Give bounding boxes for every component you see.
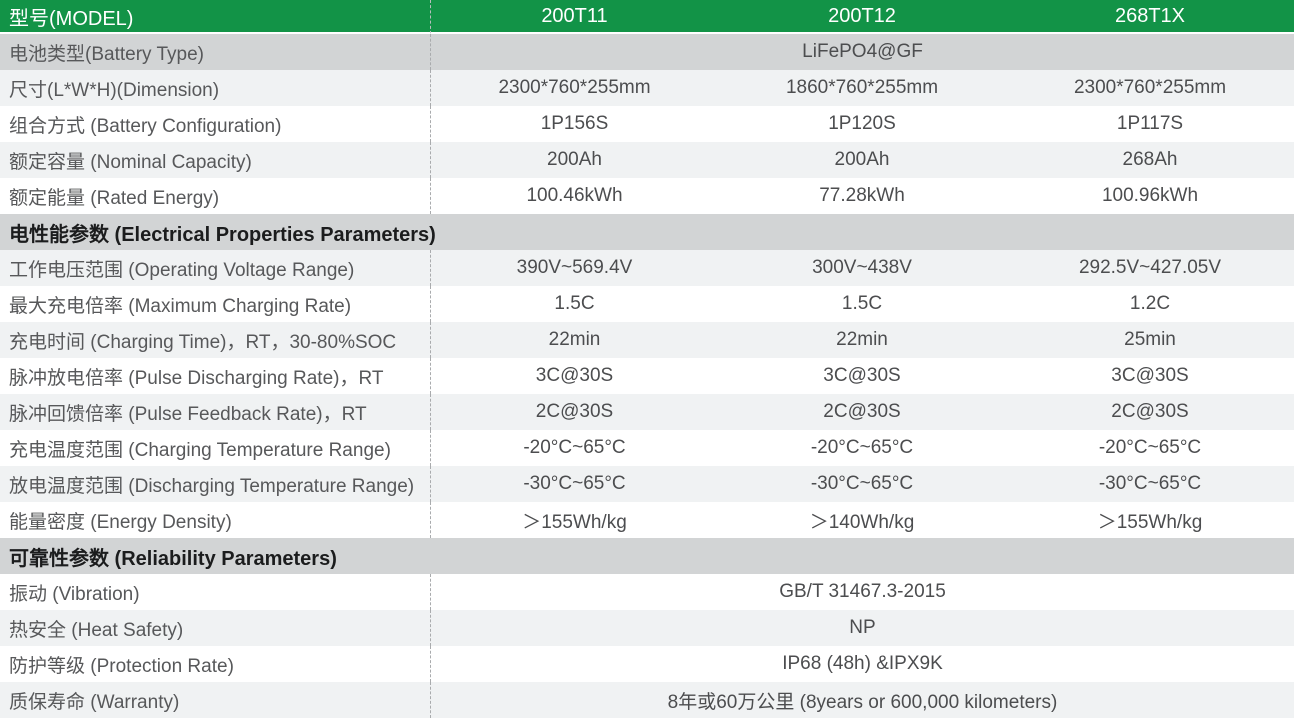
spec-value: 1P117S	[1006, 106, 1294, 142]
spec-value: 22min	[430, 322, 718, 358]
model-name: 200T12	[718, 0, 1006, 34]
spec-row: 额定容量 (Nominal Capacity) 200Ah 200Ah 268Ah	[0, 142, 1294, 178]
section-title: 可靠性参数 (Reliability Parameters)	[0, 538, 1294, 574]
spec-value: -20°C~65°C	[718, 430, 1006, 466]
spec-value: 25min	[1006, 322, 1294, 358]
spec-label: 最大充电倍率 (Maximum Charging Rate)	[0, 286, 430, 322]
spec-row: 振动 (Vibration) GB/T 31467.3-2015	[0, 574, 1294, 610]
spec-row: 热安全 (Heat Safety) NP	[0, 610, 1294, 646]
spec-row: 充电时间 (Charging Time)，RT，30-80%SOC 22min 22…	[0, 322, 1294, 358]
spec-value: ＞155Wh/kg	[1006, 502, 1294, 538]
spec-value: -20°C~65°C	[430, 430, 718, 466]
spec-value: 1860*760*255mm	[718, 70, 1006, 106]
spec-value: 1.5C	[718, 286, 1006, 322]
spec-value: 2300*760*255mm	[1006, 70, 1294, 106]
spec-label: 脉冲回馈倍率 (Pulse Feedback Rate)，RT	[0, 394, 430, 430]
spec-label: 热安全 (Heat Safety)	[0, 610, 430, 646]
spec-value-span: NP	[430, 610, 1294, 646]
spec-row: 放电温度范围 (Discharging Temperature Range) -3…	[0, 466, 1294, 502]
spec-label: 防护等级 (Protection Rate)	[0, 646, 430, 682]
spec-value: 268Ah	[1006, 142, 1294, 178]
spec-row: 脉冲放电倍率 (Pulse Discharging Rate)，RT 3C@30S…	[0, 358, 1294, 394]
spec-value: 3C@30S	[1006, 358, 1294, 394]
spec-value: 200Ah	[718, 142, 1006, 178]
spec-row: 脉冲回馈倍率 (Pulse Feedback Rate)，RT 2C@30S 2C@…	[0, 394, 1294, 430]
section-header-row: 可靠性参数 (Reliability Parameters)	[0, 538, 1294, 574]
spec-value: 390V~569.4V	[430, 250, 718, 286]
spec-value: 77.28kWh	[718, 178, 1006, 214]
spec-value: 2C@30S	[1006, 394, 1294, 430]
spec-row: 能量密度 (Energy Density) ＞155Wh/kg ＞140Wh/kg ＞…	[0, 502, 1294, 538]
spec-label: 组合方式 (Battery Configuration)	[0, 106, 430, 142]
spec-label: 放电温度范围 (Discharging Temperature Range)	[0, 466, 430, 502]
spec-value: 2C@30S	[718, 394, 1006, 430]
spec-value: -30°C~65°C	[718, 466, 1006, 502]
spec-row: 额定能量 (Rated Energy) 100.46kWh 77.28kWh 100.…	[0, 178, 1294, 214]
section-title: 电性能参数 (Electrical Properties Parameters)	[0, 214, 1294, 250]
spec-value: 100.96kWh	[1006, 178, 1294, 214]
section-header-row: 电性能参数 (Electrical Properties Parameters)	[0, 214, 1294, 250]
spec-value: ＞140Wh/kg	[718, 502, 1006, 538]
spec-row: 工作电压范围 (Operating Voltage Range) 390V~569…	[0, 250, 1294, 286]
spec-value: -30°C~65°C	[1006, 466, 1294, 502]
spec-row: 电池类型(Battery Type) LiFePO4@GF	[0, 34, 1294, 70]
spec-label: 额定容量 (Nominal Capacity)	[0, 142, 430, 178]
spec-value: 2C@30S	[430, 394, 718, 430]
spec-row: 最大充电倍率 (Maximum Charging Rate) 1.5C 1.5C 1.…	[0, 286, 1294, 322]
spec-value: 1P120S	[718, 106, 1006, 142]
spec-value: 22min	[718, 322, 1006, 358]
spec-row: 防护等级 (Protection Rate) IP68 (48h) &IPX9K	[0, 646, 1294, 682]
spec-label: 工作电压范围 (Operating Voltage Range)	[0, 250, 430, 286]
spec-value: 1P156S	[430, 106, 718, 142]
spec-value: -20°C~65°C	[1006, 430, 1294, 466]
spec-value: 1.5C	[430, 286, 718, 322]
model-name: 200T11	[430, 0, 718, 34]
spec-value-span: LiFePO4@GF	[430, 34, 1294, 70]
spec-label: 充电时间 (Charging Time)，RT，30-80%SOC	[0, 322, 430, 358]
spec-label: 充电温度范围 (Charging Temperature Range)	[0, 430, 430, 466]
spec-row: 组合方式 (Battery Configuration) 1P156S 1P120S…	[0, 106, 1294, 142]
spec-value: 2300*760*255mm	[430, 70, 718, 106]
model-header-label: 型号(MODEL)	[0, 0, 430, 34]
spec-value: 300V~438V	[718, 250, 1006, 286]
spec-value: 3C@30S	[430, 358, 718, 394]
spec-row: 质保寿命 (Warranty) 8年或60万公里 (8years or 600,0…	[0, 682, 1294, 718]
spec-value: -30°C~65°C	[430, 466, 718, 502]
model-name: 268T1X	[1006, 0, 1294, 34]
spec-value: 200Ah	[430, 142, 718, 178]
spec-value: ＞155Wh/kg	[430, 502, 718, 538]
spec-value-span: GB/T 31467.3-2015	[430, 574, 1294, 610]
spec-value: 3C@30S	[718, 358, 1006, 394]
spec-row: 充电温度范围 (Charging Temperature Range) -20°C…	[0, 430, 1294, 466]
spec-label: 脉冲放电倍率 (Pulse Discharging Rate)，RT	[0, 358, 430, 394]
spec-value-span: IP68 (48h) &IPX9K	[430, 646, 1294, 682]
model-header-row: 型号(MODEL) 200T11 200T12 268T1X	[0, 0, 1294, 34]
spec-label: 振动 (Vibration)	[0, 574, 430, 610]
spec-value: 1.2C	[1006, 286, 1294, 322]
spec-label: 额定能量 (Rated Energy)	[0, 178, 430, 214]
spec-value-span: 8年或60万公里 (8years or 600,000 kilometers)	[430, 682, 1294, 718]
spec-value: 292.5V~427.05V	[1006, 250, 1294, 286]
spec-value: 100.46kWh	[430, 178, 718, 214]
spec-label: 尺寸(L*W*H)(Dimension)	[0, 70, 430, 106]
spec-label: 质保寿命 (Warranty)	[0, 682, 430, 718]
spec-label: 电池类型(Battery Type)	[0, 34, 430, 70]
spec-label: 能量密度 (Energy Density)	[0, 502, 430, 538]
spec-row: 尺寸(L*W*H)(Dimension) 2300*760*255mm 1860*7…	[0, 70, 1294, 106]
